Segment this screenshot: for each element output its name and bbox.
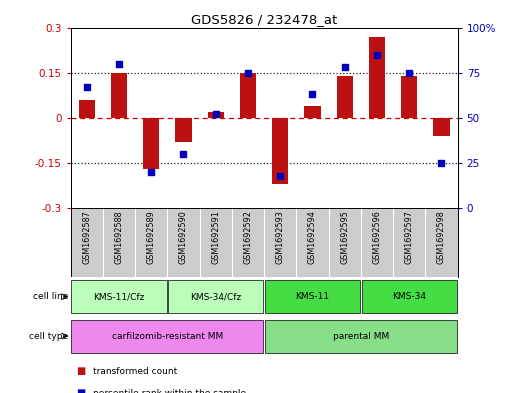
Bar [265,320,457,353]
Text: GSM1692590: GSM1692590 [179,210,188,264]
Text: KMS-34: KMS-34 [392,292,426,301]
Bar [71,320,264,353]
Point [437,160,446,166]
Bar [401,76,417,118]
Text: GSM1692588: GSM1692588 [115,210,123,264]
Text: GSM1692596: GSM1692596 [372,210,381,264]
Text: percentile rank within the sample: percentile rank within the sample [93,389,246,393]
Text: GSM1692598: GSM1692598 [437,210,446,264]
Text: parental MM: parental MM [333,332,389,340]
Bar [304,106,321,118]
Text: KMS-11/Cfz: KMS-11/Cfz [93,292,145,301]
Point [211,111,220,118]
Text: GSM1692591: GSM1692591 [211,210,220,264]
Text: GSM1692594: GSM1692594 [308,210,317,264]
Bar [272,118,288,184]
Bar [240,73,256,118]
Text: GSM1692597: GSM1692597 [405,210,414,264]
Bar [168,280,264,313]
Text: GSM1692592: GSM1692592 [244,210,253,264]
Point [115,61,123,67]
Text: cell type: cell type [29,332,68,340]
Bar [265,280,360,313]
Point [244,70,252,76]
Bar [434,118,450,136]
Bar [111,73,127,118]
Bar [175,118,191,142]
Text: GSM1692593: GSM1692593 [276,210,285,264]
Text: KMS-11: KMS-11 [295,292,329,301]
Text: carfilzomib-resistant MM: carfilzomib-resistant MM [112,332,223,340]
Point [83,84,91,90]
Bar [337,76,353,118]
Point [147,169,155,175]
Bar [78,100,95,118]
Text: ■: ■ [76,388,85,393]
Point [373,51,381,58]
Point [309,91,317,97]
Bar [361,280,457,313]
Bar [71,280,167,313]
Text: GSM1692595: GSM1692595 [340,210,349,264]
Bar [208,112,224,118]
Text: ■: ■ [76,366,85,376]
Text: transformed count: transformed count [93,367,177,376]
Point [340,64,349,70]
Point [405,70,413,76]
Text: GSM1692587: GSM1692587 [82,210,91,264]
Point [276,173,285,179]
Text: KMS-34/Cfz: KMS-34/Cfz [190,292,241,301]
Text: cell line: cell line [32,292,68,301]
Text: GSM1692589: GSM1692589 [147,210,156,264]
Bar [369,37,385,118]
Title: GDS5826 / 232478_at: GDS5826 / 232478_at [191,13,337,26]
Bar [143,118,160,169]
Point [179,151,188,157]
